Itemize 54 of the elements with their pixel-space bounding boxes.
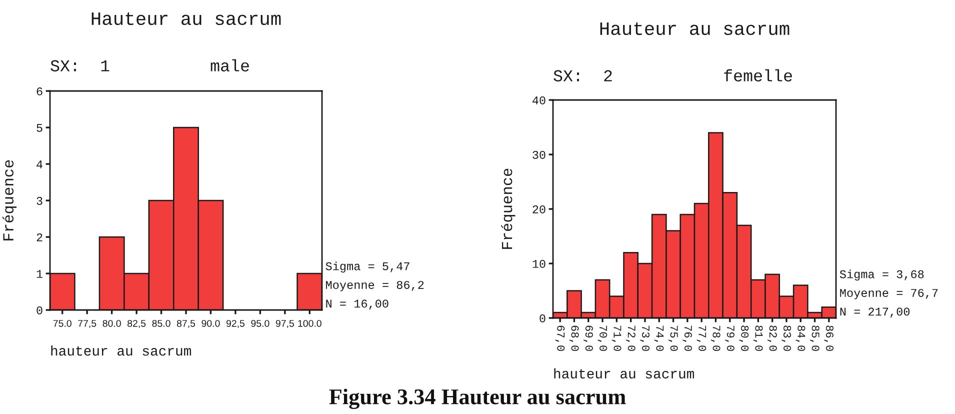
- y-tick-label: 2: [36, 233, 42, 242]
- x-tick-label: 74,0: [654, 326, 664, 351]
- x-tick-label: 86,0: [824, 326, 834, 351]
- x-tick-label: 84,0: [796, 326, 806, 351]
- y-tick-label: 30: [532, 150, 546, 159]
- y-axis-title: Fréquence: [2, 160, 17, 240]
- x-tick-label: 95.0: [251, 320, 270, 327]
- text: Sigma = 3,68 Moyenne = 76,7 N = 217,00: [840, 270, 938, 318]
- x-tick-label: 71,0: [612, 326, 622, 351]
- x-tick-label: 72,0: [626, 326, 636, 351]
- x-tick-label: 82,5: [128, 320, 146, 328]
- x-tick-label: 81,0: [753, 326, 763, 351]
- y-tick-label: 3: [36, 196, 42, 205]
- x-tick-label: 77,5: [78, 320, 96, 328]
- x-tick-label: 83,0: [782, 326, 792, 351]
- chart-title: Hauteur au sacrum: [92, 12, 281, 26]
- x-axis-title: hauteur au sacrum: [554, 368, 694, 378]
- caption: Figure 3.34 Hauteur au sacrum: [329, 388, 626, 410]
- y-tick-label: 4: [36, 160, 42, 168]
- x-axis-title: hauteur au sacrum: [51, 345, 191, 356]
- x-tick-label: 68,0: [569, 326, 579, 351]
- y-tick-label: 0: [540, 314, 546, 322]
- y-tick-label: 1: [36, 270, 42, 278]
- x-tick-label: 92,5: [226, 320, 245, 328]
- y-tick-label: 6: [36, 87, 42, 96]
- x-tick-label: 80.0: [102, 320, 121, 327]
- x-tick-label: 90.0: [202, 320, 220, 327]
- y-tick-label: 40: [532, 96, 546, 104]
- x-tick-label: 85,0: [810, 326, 820, 351]
- x-tick-label: 75,0: [668, 326, 678, 351]
- x-tick-label: 97,5: [276, 320, 294, 328]
- x-tick-label: 77,0: [696, 326, 706, 351]
- x-tick-label: 76,0: [682, 326, 692, 351]
- x-tick-label: 70,0: [598, 326, 608, 351]
- y-tick-label: 10: [532, 260, 546, 268]
- x-tick-label: 69,0: [584, 326, 593, 351]
- y-tick-label: 0: [36, 306, 42, 314]
- x-tick-label: 82,0: [767, 326, 777, 351]
- x-tick-label: 79,0: [725, 326, 734, 351]
- x-tick-label: 73,0: [640, 326, 650, 351]
- chart-title: Hauteur au sacrum: [600, 22, 790, 36]
- text: Sigma = 5,47 Moyenne = 86,2 N = 16,00: [326, 262, 424, 310]
- y-tick-label: 20: [532, 205, 546, 214]
- x-tick-label: 87,5: [176, 320, 196, 328]
- chart-subtitle: SX: 2 femelle: [554, 69, 792, 82]
- x-tick-label: 67,0: [555, 326, 565, 351]
- y-axis-title: Fréquence: [501, 168, 516, 249]
- x-tick-label: 100.0: [298, 320, 322, 327]
- chart-subtitle: SX: 1 male: [50, 59, 249, 72]
- x-tick-label: 75.0: [53, 320, 72, 327]
- x-tick-label: 85.0: [152, 320, 170, 327]
- x-tick-label: 80,0: [739, 326, 749, 351]
- x-tick-label: 78,0: [710, 326, 720, 351]
- y-tick-label: 5: [36, 124, 42, 132]
